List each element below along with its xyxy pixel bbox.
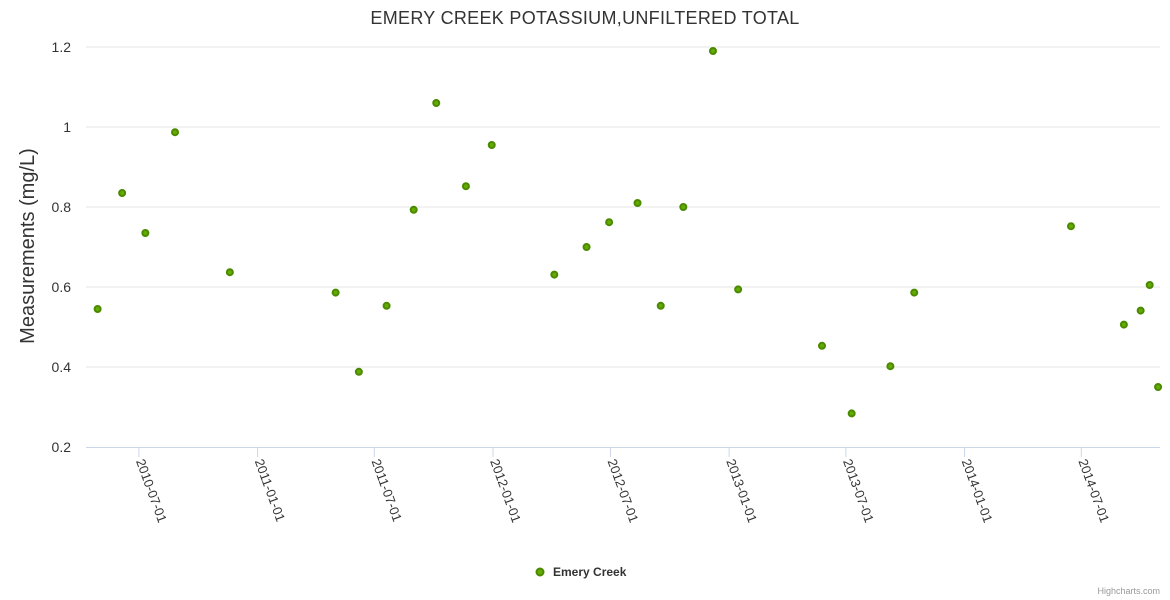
data-point[interactable] <box>550 270 559 279</box>
data-point[interactable] <box>331 288 340 297</box>
y-tick-label: 0.6 <box>52 279 72 295</box>
y-tick-label: 0.4 <box>52 359 72 375</box>
data-point[interactable] <box>354 367 363 376</box>
chart-title: EMERY CREEK POTASSIUM,UNFILTERED TOTAL <box>370 8 799 28</box>
data-point[interactable] <box>886 362 895 371</box>
data-point[interactable] <box>679 203 688 211</box>
data-point[interactable] <box>734 285 743 294</box>
x-axis: 2010-07-01 2011-01-01 2011-07-01 2012-01-01… <box>133 447 1112 525</box>
data-point[interactable] <box>409 205 418 214</box>
x-tick-label: 2014-07-01 <box>1075 457 1112 525</box>
data-point[interactable] <box>461 182 470 191</box>
data-point[interactable] <box>582 243 591 251</box>
data-point[interactable] <box>382 301 391 310</box>
data-point[interactable] <box>432 99 441 107</box>
legend[interactable]: Emery Creek <box>535 565 627 579</box>
x-tick-label: 2011-07-01 <box>369 457 406 524</box>
y-axis-title: Measurements (mg/L) <box>17 148 39 344</box>
data-point[interactable] <box>1145 281 1154 289</box>
y-tick-label: 0.2 <box>52 439 72 455</box>
series-emery-creek[interactable] <box>93 47 1163 418</box>
x-tick-label: 2013-01-01 <box>723 457 760 525</box>
data-point[interactable] <box>817 341 826 350</box>
data-point[interactable] <box>605 218 614 227</box>
data-point[interactable] <box>656 301 665 310</box>
data-point[interactable] <box>847 409 856 418</box>
x-tick-label: 2014-01-01 <box>959 457 996 525</box>
data-point[interactable] <box>118 189 127 197</box>
x-tick-label: 2010-07-01 <box>133 457 170 525</box>
data-point[interactable] <box>910 288 919 297</box>
data-point[interactable] <box>93 305 102 313</box>
data-point[interactable] <box>225 268 234 277</box>
legend-label-emery-creek[interactable]: Emery Creek <box>553 565 627 579</box>
legend-marker-emery-creek[interactable] <box>535 567 545 577</box>
data-point[interactable] <box>171 128 180 137</box>
x-tick-label: 2012-01-01 <box>487 457 524 525</box>
y-axis: 0.2 0.4 0.6 0.8 1 1.2 <box>52 39 72 455</box>
y-tick-label: 1 <box>63 119 71 135</box>
x-tick-label: 2013-07-01 <box>840 457 877 525</box>
y-tick-label: 0.8 <box>52 199 72 215</box>
gridlines <box>86 46 1160 368</box>
data-point[interactable] <box>141 229 150 237</box>
data-point[interactable] <box>1154 383 1163 391</box>
data-point[interactable] <box>1136 306 1145 315</box>
data-point[interactable] <box>1066 222 1075 231</box>
data-point[interactable] <box>487 141 496 149</box>
x-tick-label: 2012-07-01 <box>605 457 642 525</box>
y-tick-label: 1.2 <box>52 39 72 55</box>
data-point[interactable] <box>708 47 717 55</box>
x-tick-label: 2011-01-01 <box>252 457 289 524</box>
data-point[interactable] <box>633 199 642 207</box>
data-point[interactable] <box>1119 320 1128 329</box>
credits-link[interactable]: Highcharts.com <box>1097 586 1160 596</box>
